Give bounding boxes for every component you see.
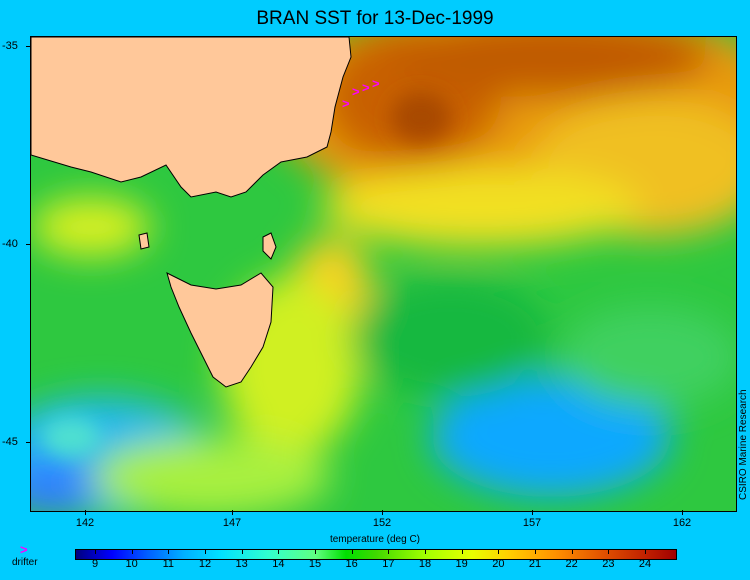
colorbar-tick-label: 15: [308, 558, 322, 570]
tasmania: [166, 272, 274, 388]
colorbar-tick: [535, 549, 536, 554]
credit-text: CSIRO Marine Research: [738, 389, 749, 500]
colorbar: [75, 549, 677, 560]
sst-field: [31, 37, 736, 511]
colorbar-tick-label: 13: [235, 558, 248, 570]
colorbar-tick-label: 18: [418, 558, 432, 570]
x-tick-label: 147: [222, 517, 242, 529]
x-tick: [232, 510, 233, 515]
x-tick-label: 157: [522, 517, 542, 529]
colorbar-tick-label: 14: [272, 558, 285, 570]
colorbar-tick-label: 19: [455, 558, 468, 570]
colorbar-tick-label: 9: [91, 558, 99, 570]
colorbar-tick-label: 17: [382, 558, 395, 570]
colorbar-tick: [278, 549, 280, 554]
colorbar-tick: [425, 549, 426, 554]
colorbar-tick: [205, 549, 206, 554]
colorbar-tick-label: 24: [638, 558, 652, 570]
x-tick-label: 142: [75, 517, 95, 529]
drifter-marker: >: [362, 80, 370, 95]
colorbar-tick: [315, 549, 316, 554]
colorbar-tick-label: 10: [125, 558, 138, 570]
colorbar-tick: [461, 549, 463, 554]
x-tick-label: 162: [672, 517, 692, 529]
drifter-marker: >: [352, 84, 360, 99]
y-tick: [26, 442, 31, 443]
mainland: [31, 37, 352, 198]
colorbar-tick: [608, 549, 610, 554]
colorbar-tick: [351, 549, 353, 554]
colorbar-tick: [131, 549, 133, 554]
colorbar-tick: [388, 549, 390, 554]
colorbar-tick: [498, 549, 500, 554]
colorbar-tick-label: 16: [345, 558, 358, 570]
sst-map: [30, 36, 737, 512]
drifter-legend-symbol: >: [20, 542, 28, 557]
colorbar-tick: [168, 549, 170, 554]
colorbar-tick: [241, 549, 243, 554]
x-tick: [382, 510, 383, 515]
y-tick-label: -35: [2, 40, 18, 52]
drifter-marker: >: [372, 76, 380, 91]
y-tick-label: -40: [2, 238, 18, 250]
colorbar-tick-label: 12: [198, 558, 212, 570]
drifter-legend-label: drifter: [12, 557, 38, 568]
drifter-marker: >: [342, 96, 350, 111]
colorbar-tick-label: 11: [162, 558, 175, 570]
colorbar-tick-label: 23: [602, 558, 615, 570]
x-tick: [532, 510, 533, 515]
y-tick: [26, 46, 31, 47]
colorbar-tick: [95, 549, 96, 554]
colorbar-tick: [645, 549, 646, 554]
y-tick: [26, 244, 31, 245]
y-tick-label: -45: [2, 436, 18, 448]
x-tick: [682, 510, 683, 515]
colorbar-label: temperature (deg C): [329, 534, 421, 545]
x-tick: [85, 510, 86, 515]
map-title: BRAN SST for 13-Dec-1999: [256, 8, 494, 29]
x-tick-label: 152: [372, 517, 392, 529]
colorbar-tick-label: 21: [528, 558, 542, 570]
colorbar-tick: [571, 549, 573, 554]
colorbar-tick-label: 22: [565, 558, 578, 570]
colorbar-tick-label: 20: [492, 558, 505, 570]
